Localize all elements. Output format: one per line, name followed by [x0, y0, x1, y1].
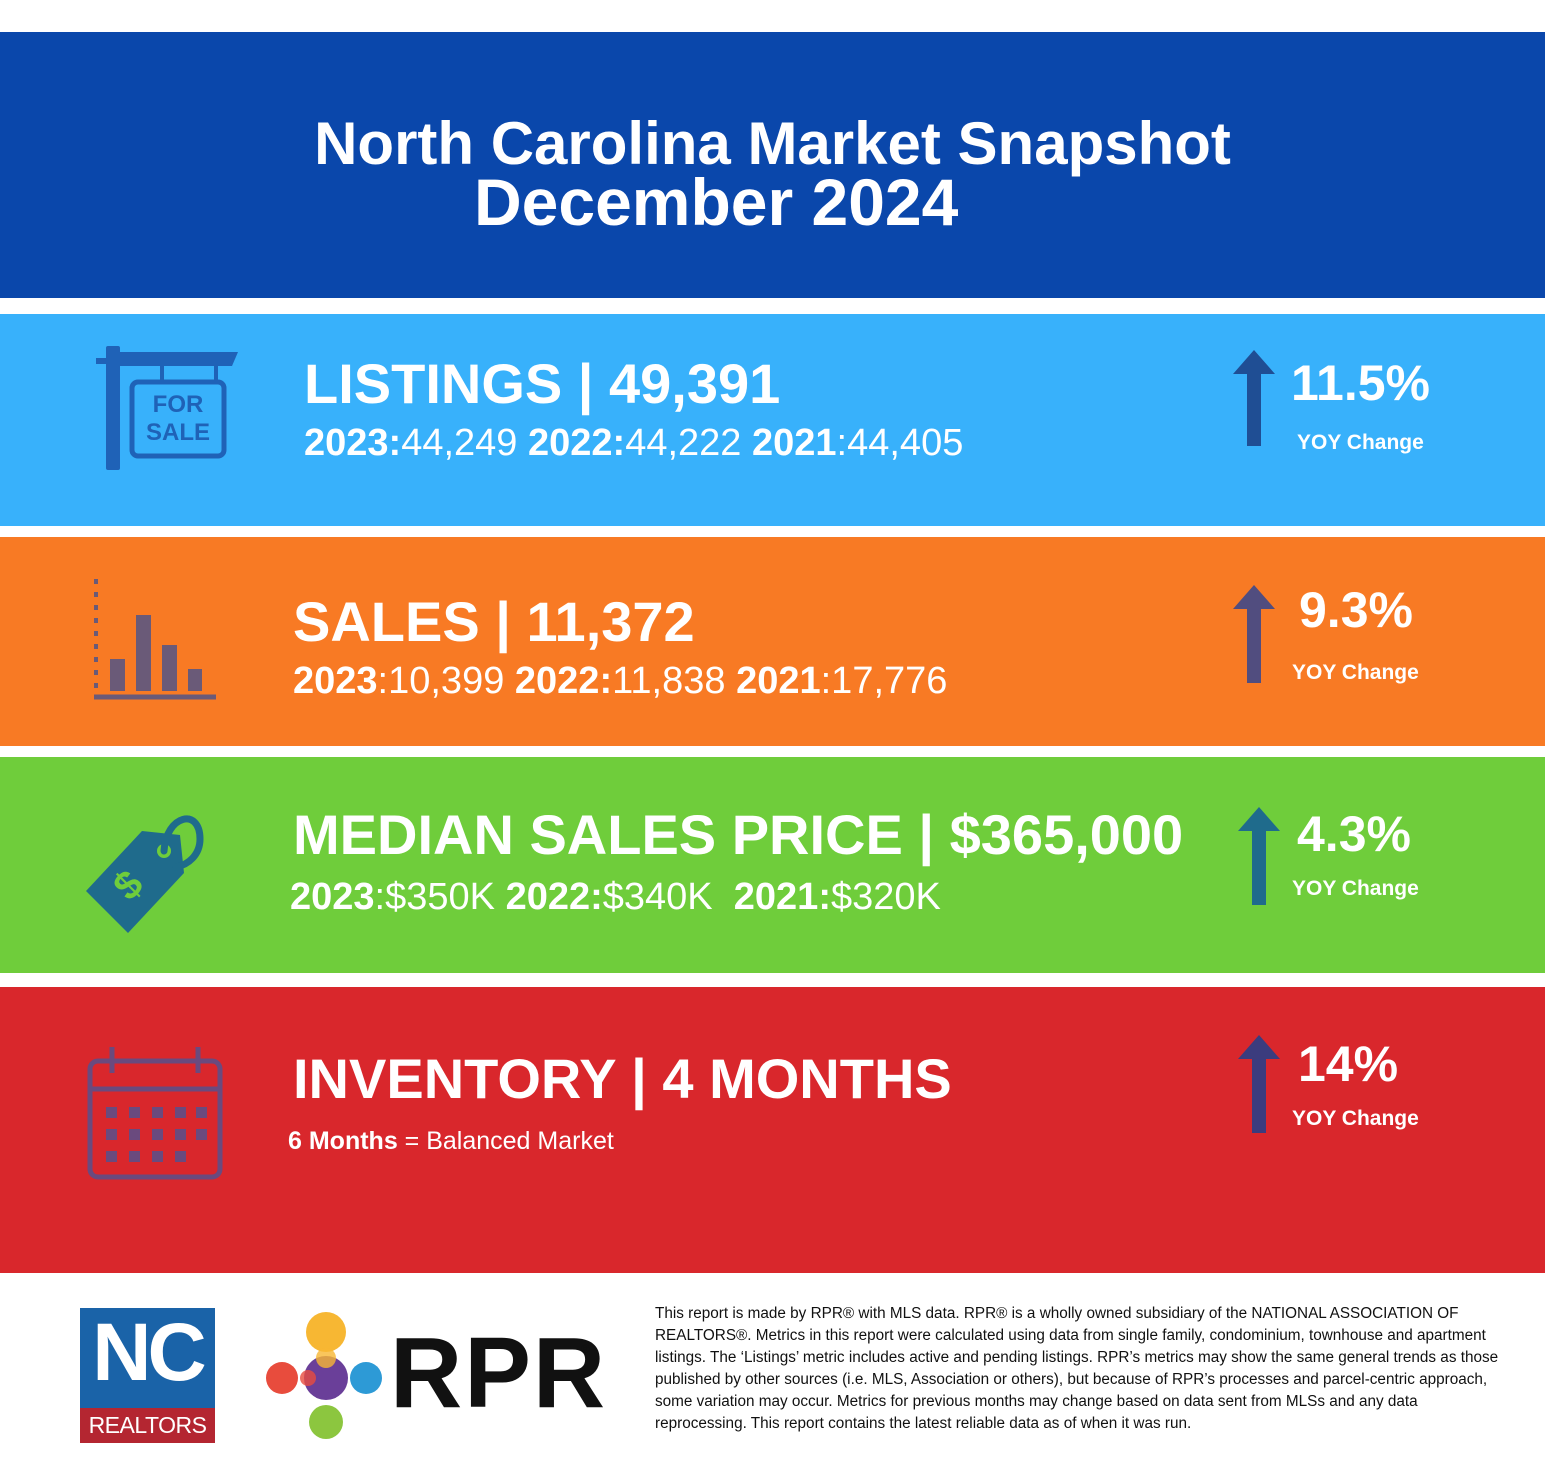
median-price-history: 2023:$350K 2022:$340K 2021:$320K [290, 876, 941, 918]
rpr-logo-text: RPR [390, 1317, 608, 1429]
sales-yoy-label: YOY Change [1292, 661, 1419, 684]
listings-panel: FOR SALE LISTINGS | 49,391 2023:44,249 2… [0, 314, 1545, 526]
inventory-yoy-percent: 14% [1298, 1036, 1399, 1092]
arrow-up-icon [1238, 807, 1280, 905]
page-subtitle: December 2024 [474, 165, 959, 239]
arrow-up-icon [1233, 585, 1275, 683]
sales-panel: SALES | 11,372 2023:10,399 2022:11,838 2… [0, 537, 1545, 746]
for-sale-sign-icon: FOR SALE [96, 346, 238, 470]
listings-headline: LISTINGS | 49,391 [304, 352, 781, 415]
median-price-yoy-label: YOY Change [1292, 877, 1419, 900]
header-banner: North Carolina Market Snapshot December … [0, 32, 1545, 298]
median-price-headline: MEDIAN SALES PRICE | $365,000 [293, 803, 1184, 866]
listings-history: 2023:44,249 2022:44,222 2021:44,405 [304, 422, 964, 464]
calendar-icon [87, 1047, 223, 1180]
listings-yoy-label: YOY Change [1297, 431, 1424, 454]
disclaimer-text: This report is made by RPR® with MLS dat… [655, 1305, 1499, 1432]
inventory-yoy-label: YOY Change [1292, 1107, 1419, 1130]
price-tag-icon: $ [86, 815, 204, 933]
inventory-headline: INVENTORY | 4 MONTHS [293, 1047, 952, 1110]
sales-yoy-percent: 9.3% [1299, 582, 1413, 638]
rpr-logo-mark [266, 1312, 382, 1439]
inventory-panel: INVENTORY | 4 MONTHS 6 Months = Balanced… [0, 987, 1545, 1273]
median-price-panel: $ MEDIAN SALES PRICE | $365,000 2023:$35… [0, 757, 1545, 973]
median-price-yoy-percent: 4.3% [1297, 806, 1411, 862]
sales-history: 2023:10,399 2022:11,838 2021:17,776 [293, 660, 948, 702]
inventory-note: 6 Months = Balanced Market [288, 1127, 614, 1155]
arrow-up-icon [1238, 1035, 1280, 1133]
registered-mark: ® [581, 1342, 590, 1356]
sales-headline: SALES | 11,372 [293, 590, 695, 653]
svg-text:FOR: FOR [153, 391, 204, 418]
svg-text:SALE: SALE [146, 419, 210, 446]
page-title: North Carolina Market Snapshot [314, 110, 1231, 177]
nc-realtors-logo: NC REALTORS [80, 1308, 215, 1443]
bar-chart-icon [94, 579, 216, 700]
arrow-up-icon [1233, 350, 1275, 446]
listings-yoy-percent: 11.5% [1291, 355, 1431, 411]
